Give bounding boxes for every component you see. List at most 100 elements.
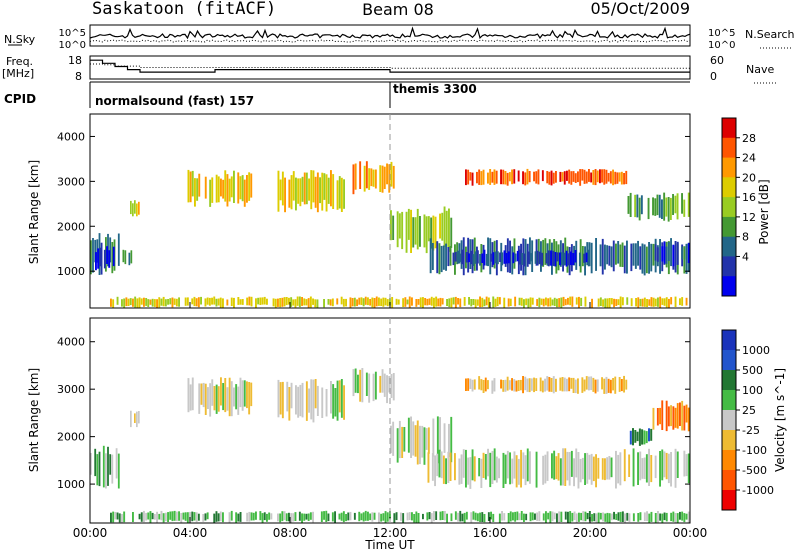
heatmap-cell (281, 511, 284, 522)
heatmap-cell (360, 513, 363, 521)
heatmap-cell (134, 413, 136, 423)
power-ylabel: Slant Range [km] (27, 160, 41, 264)
heatmap-cell (312, 511, 314, 523)
heatmap-cell (523, 513, 525, 522)
heatmap-cell (585, 376, 588, 390)
chart-title: Saskatoon (fitACF) (92, 0, 276, 19)
heatmap-cell (309, 512, 312, 520)
noise-panel-frame (89, 24, 691, 47)
heatmap-cell (512, 252, 515, 264)
heatmap-cell (349, 511, 352, 521)
heatmap-cell (340, 296, 343, 305)
heatmap-cell (674, 407, 677, 428)
heatmap-cell (359, 161, 362, 189)
heatmap-cell (430, 296, 433, 306)
heatmap-cell (110, 512, 112, 523)
heatmap-cell (128, 252, 131, 266)
heatmap-cell (487, 448, 489, 477)
heatmap-cell (314, 176, 317, 208)
velocity-ylabel: Slant Range [km] (27, 368, 41, 472)
heatmap-cell (435, 511, 438, 520)
heatmap-cell (485, 253, 488, 266)
heatmap-cell (584, 453, 586, 485)
heatmap-cell (472, 254, 475, 266)
heatmap-cell (395, 512, 398, 521)
heatmap-cell (233, 297, 235, 308)
x-axis-label: Time UT (364, 538, 415, 552)
heatmap-cell (298, 511, 301, 521)
heatmap-cell (533, 171, 535, 182)
heatmap-cell (449, 452, 452, 481)
heatmap-cell (383, 166, 386, 189)
heatmap-cell (430, 217, 433, 249)
heatmap-cell (500, 169, 502, 185)
heatmap-cell (618, 172, 621, 182)
heatmap-cell (550, 378, 553, 392)
noise-panel: N.Sky 10^5 10^0 10^5 10^0 N.Search (4, 24, 795, 51)
heatmap-cell (478, 169, 481, 185)
heatmap-cell (676, 241, 679, 265)
heatmap-cell (422, 513, 424, 520)
heatmap-cell (246, 381, 248, 409)
heatmap-cell (331, 298, 334, 307)
heatmap-cell (217, 513, 220, 522)
heatmap-cell (583, 169, 586, 184)
heatmap-cell (407, 208, 410, 240)
heatmap-cell (626, 512, 629, 521)
frequency-panel: Freq. [MHz] 18 8 60 0 Nave (2, 54, 776, 84)
heatmap-cell (652, 297, 655, 307)
heatmap-cell (285, 513, 288, 522)
heatmap-cell (421, 425, 424, 458)
colorbar-tick-label: -500 (742, 464, 767, 477)
heatmap-cell (683, 513, 686, 523)
heatmap-cell (618, 377, 621, 392)
colorbar-tick-label: -25 (742, 424, 760, 437)
heatmap-cell (558, 511, 561, 523)
heatmap-cell (450, 416, 453, 463)
heatmap-cell (422, 297, 424, 308)
heatmap-cell (536, 299, 539, 306)
heatmap-cell (316, 385, 319, 416)
heatmap-cell (295, 385, 297, 415)
heatmap-cell (674, 448, 677, 488)
heatmap-cell (187, 169, 190, 203)
heatmap-cell (476, 513, 479, 522)
heatmap-cell (608, 513, 611, 523)
heatmap-cell (432, 215, 435, 251)
heatmap-cell (396, 211, 399, 248)
heatmap-cell (408, 296, 411, 308)
heatmap-cell (401, 211, 404, 250)
heatmap-cell (450, 513, 453, 522)
heatmap-cell (556, 298, 558, 308)
heatmap-cell (490, 253, 493, 262)
heatmap-cell (373, 298, 376, 308)
heatmap-cell (683, 450, 686, 477)
heatmap-cell (574, 173, 577, 183)
heatmap-cell (588, 169, 590, 182)
colorbar-swatch (722, 470, 736, 491)
heatmap-cell (661, 298, 664, 305)
heatmap-cell (527, 251, 530, 264)
heatmap-cell (498, 297, 501, 305)
heatmap-cell (547, 298, 550, 307)
heatmap-cell (130, 250, 133, 264)
heatmap-cell (607, 378, 610, 393)
heatmap-cell (160, 510, 163, 521)
heatmap-cell (305, 381, 308, 421)
heatmap-cell (281, 297, 284, 307)
heatmap-cell (528, 171, 531, 183)
heatmap-cell (443, 511, 446, 521)
heatmap-cell (492, 252, 495, 265)
heatmap-cell (323, 173, 326, 200)
heatmap-cell (241, 299, 244, 305)
heatmap-cell (551, 511, 554, 522)
heatmap-cell (687, 511, 690, 523)
heatmap-cell (564, 237, 567, 265)
heatmap-cell (608, 456, 611, 480)
colorbar-tick-label: -100 (742, 444, 767, 457)
heatmap-cell (423, 427, 426, 465)
freq-left-tick-top: 18 (68, 54, 82, 67)
heatmap-cell (226, 387, 229, 411)
heatmap-cell (590, 242, 593, 274)
